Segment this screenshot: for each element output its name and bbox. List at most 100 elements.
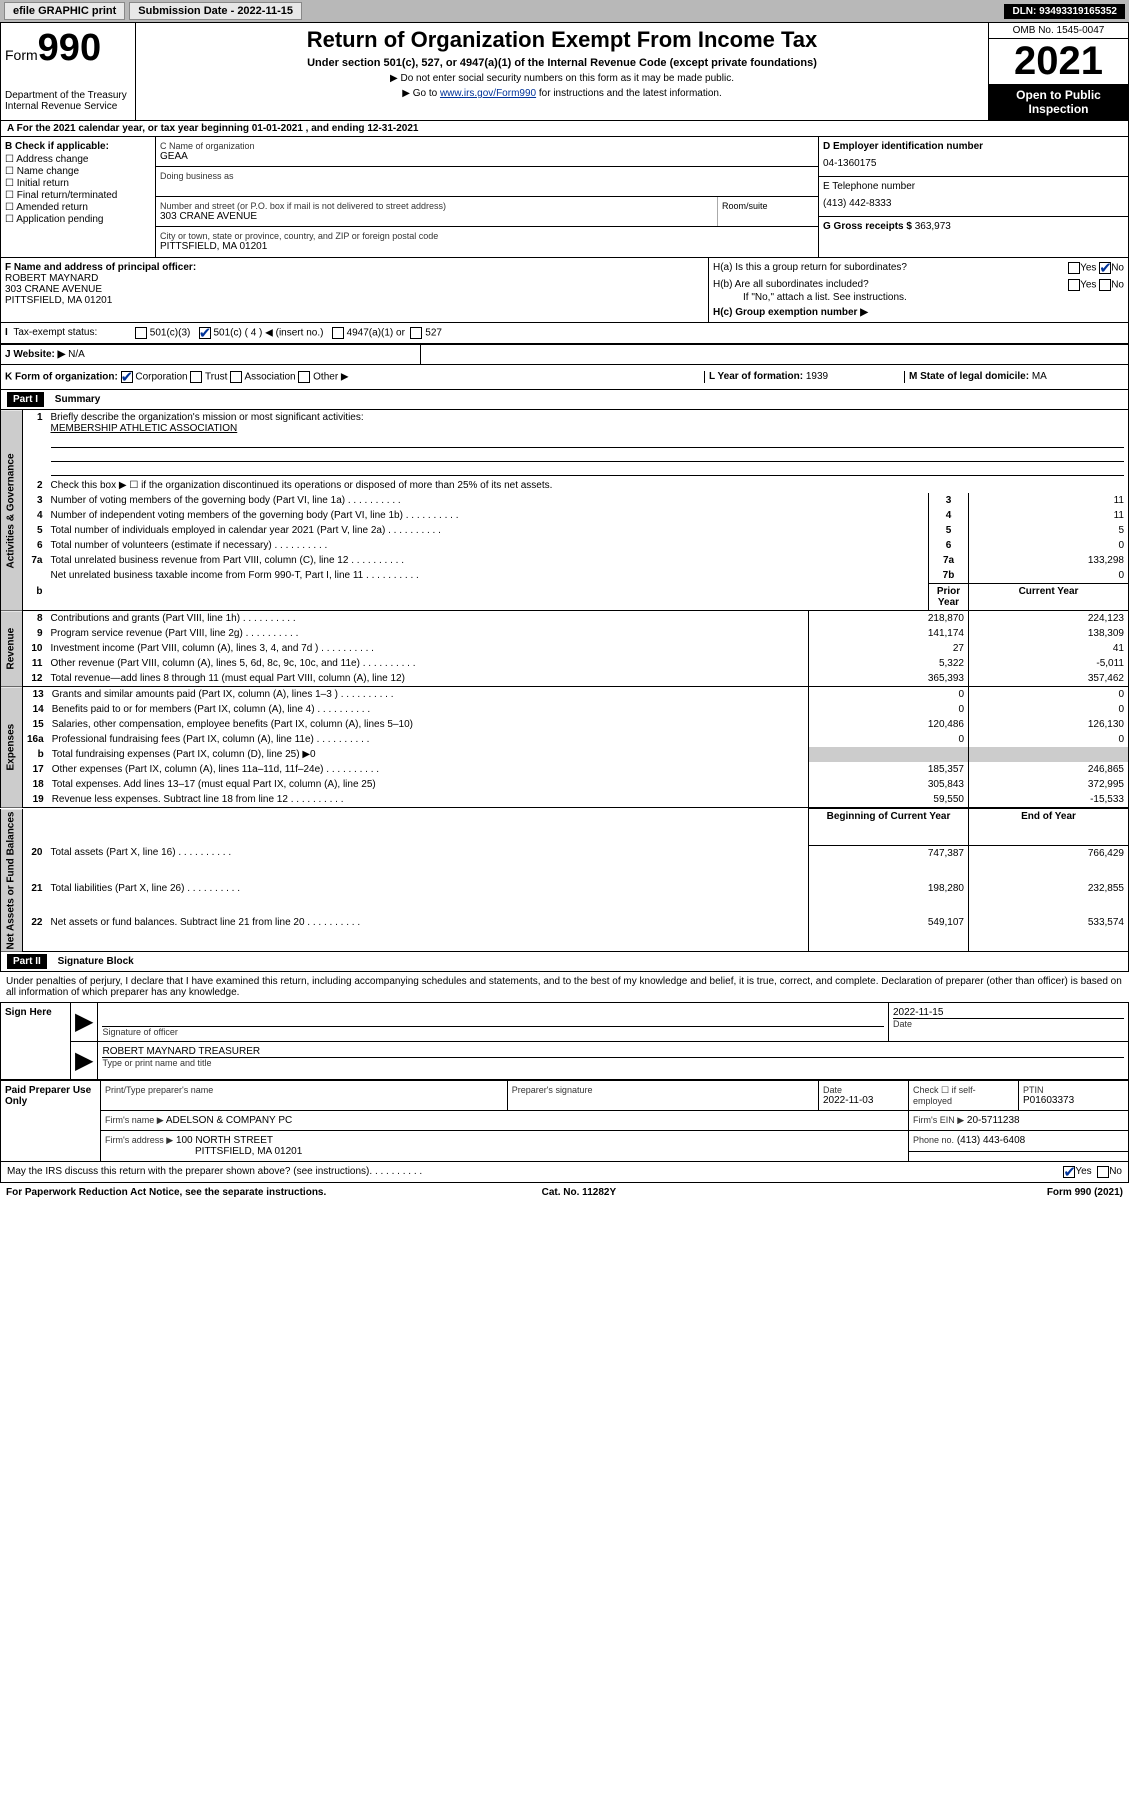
lbl-4947: 4947(a)(1) or bbox=[347, 328, 405, 339]
ck-initial-return[interactable]: ☐ Initial return bbox=[5, 178, 151, 189]
table-row: 12Total revenue—add lines 8 through 11 (… bbox=[1, 671, 1129, 687]
ck-corp[interactable] bbox=[121, 371, 133, 383]
ck-name-change[interactable]: ☐ Name change bbox=[5, 166, 151, 177]
hb-no[interactable] bbox=[1099, 279, 1111, 291]
row-a: A For the 2021 calendar year, or tax yea… bbox=[0, 121, 1129, 137]
arrow-icon: ▶ bbox=[71, 1041, 98, 1079]
ck-501c[interactable] bbox=[199, 327, 211, 339]
part-i-hdr: Part I bbox=[7, 392, 44, 407]
form-note-ssn: ▶ Do not enter social security numbers o… bbox=[140, 73, 984, 84]
city-value: PITTSFIELD, MA 01201 bbox=[160, 241, 814, 252]
hb-yes[interactable] bbox=[1068, 279, 1080, 291]
form-title: Return of Organization Exempt From Incom… bbox=[140, 27, 984, 53]
part-ii-title: Signature Block bbox=[58, 956, 134, 967]
ein-label: D Employer identification number bbox=[823, 141, 983, 152]
lbl-527: 527 bbox=[425, 328, 442, 339]
ck-assoc[interactable] bbox=[230, 371, 242, 383]
form-label: Form990 bbox=[5, 27, 131, 70]
paid-preparer-side: Paid Preparer Use Only bbox=[1, 1080, 101, 1161]
col-d: D Employer identification number 04-1360… bbox=[818, 137, 1128, 257]
no-lbl: No bbox=[1109, 1166, 1122, 1178]
line1-label: Briefly describe the organization's miss… bbox=[51, 412, 364, 423]
part-i-bar: Part I Summary bbox=[0, 390, 1129, 410]
prior-year-hdr: Prior Year bbox=[929, 584, 969, 611]
boy-hdr: Beginning of Current Year bbox=[809, 809, 969, 846]
col-b: B Check if applicable: ☐ Address change … bbox=[1, 137, 156, 257]
ck-4947[interactable] bbox=[332, 327, 344, 339]
ck-amended[interactable]: ☐ Amended return bbox=[5, 202, 151, 213]
ck-527[interactable] bbox=[410, 327, 422, 339]
dba-value bbox=[160, 181, 814, 192]
lbl-501c: 501(c) ( 4 ) ◀ (insert no.) bbox=[213, 328, 323, 339]
ck-trust[interactable] bbox=[190, 371, 202, 383]
submission-date: Submission Date - 2022-11-15 bbox=[129, 2, 302, 20]
table-row: 19Revenue less expenses. Subtract line 1… bbox=[1, 792, 1129, 808]
line1-value: MEMBERSHIP ATHLETIC ASSOCIATION bbox=[51, 423, 238, 434]
line2: Check this box ▶ ☐ if the organization d… bbox=[47, 478, 1129, 493]
yes-lbl: Yes bbox=[1075, 1166, 1091, 1178]
ck-lbl: Name change bbox=[17, 166, 79, 177]
row-j: J Website: ▶ N/A bbox=[0, 345, 1129, 365]
sign-here: Sign Here bbox=[1, 1002, 71, 1079]
firm-ein-label: Firm's EIN ▶ bbox=[913, 1115, 964, 1125]
ha-no[interactable] bbox=[1099, 262, 1111, 274]
table-row: 4Number of independent voting members of… bbox=[1, 508, 1129, 523]
topbar: efile GRAPHIC print Submission Date - 20… bbox=[0, 0, 1129, 22]
firm-name: ADELSON & COMPANY PC bbox=[166, 1115, 292, 1126]
omb-number: OMB No. 1545-0047 bbox=[989, 23, 1128, 39]
dln: DLN: 93493319165352 bbox=[1004, 4, 1125, 19]
discuss-text: May the IRS discuss this return with the… bbox=[7, 1166, 369, 1178]
ck-lbl: Application pending bbox=[16, 214, 103, 225]
tax-status-label: Tax-exempt status: bbox=[13, 327, 97, 338]
firm-addr-label: Firm's address ▶ bbox=[105, 1135, 173, 1145]
part-ii-hdr: Part II bbox=[7, 954, 47, 969]
principal-name: ROBERT MAYNARD bbox=[5, 273, 704, 284]
discuss-row: May the IRS discuss this return with the… bbox=[0, 1162, 1129, 1183]
ck-lbl: Initial return bbox=[17, 178, 69, 189]
table-row: 9Program service revenue (Part VIII, lin… bbox=[1, 626, 1129, 641]
state-domicile: MA bbox=[1032, 371, 1047, 382]
type-name-label: Type or print name and title bbox=[102, 1058, 1124, 1068]
self-employed[interactable]: Check ☐ if self-employed bbox=[913, 1085, 1014, 1106]
open-inspection: Open to Public Inspection bbox=[989, 84, 1128, 120]
expenses-table: Expenses 13Grants and similar amounts pa… bbox=[0, 687, 1129, 808]
form-header: Form990 Department of the Treasury Inter… bbox=[0, 22, 1129, 121]
arrow-icon: ▶ bbox=[71, 1002, 98, 1041]
ein-value: 04-1360175 bbox=[823, 158, 1124, 169]
firm-addr1: 100 NORTH STREET bbox=[176, 1135, 273, 1146]
table-row: Net unrelated business taxable income fr… bbox=[1, 568, 1129, 584]
ck-final-return[interactable]: ☐ Final return/terminated bbox=[5, 190, 151, 201]
current-year-hdr: Current Year bbox=[969, 584, 1129, 611]
table-row: 18Total expenses. Add lines 13–17 (must … bbox=[1, 777, 1129, 792]
addr-label: Number and street (or P.O. box if mail i… bbox=[160, 201, 713, 211]
footer-right: Form 990 (2021) bbox=[1047, 1187, 1123, 1198]
city-label: City or town, state or province, country… bbox=[160, 231, 814, 241]
ck-other[interactable] bbox=[298, 371, 310, 383]
irs-link[interactable]: www.irs.gov/Form990 bbox=[440, 88, 536, 99]
discuss-yes[interactable] bbox=[1063, 1166, 1075, 1178]
goto-prefix: ▶ Go to bbox=[402, 88, 440, 99]
ck-address-change[interactable]: ☐ Address change bbox=[5, 154, 151, 165]
org-name-label: C Name of organization bbox=[160, 141, 814, 151]
discuss-no[interactable] bbox=[1097, 1166, 1109, 1178]
footer: For Paperwork Reduction Act Notice, see … bbox=[0, 1183, 1129, 1202]
form-link-row: ▶ Go to www.irs.gov/Form990 for instruct… bbox=[140, 88, 984, 99]
ck-app-pending[interactable]: ☐ Application pending bbox=[5, 214, 151, 225]
hb-label: H(b) Are all subordinates included? bbox=[713, 279, 869, 290]
row-i: I bbox=[5, 327, 8, 338]
part-ii-bar: Part II Signature Block bbox=[0, 952, 1129, 972]
lbl-501c3: 501(c)(3) bbox=[150, 328, 191, 339]
table-row: 15Salaries, other compensation, employee… bbox=[1, 717, 1129, 732]
table-row: 16aProfessional fundraising fees (Part I… bbox=[1, 732, 1129, 747]
ha-yes[interactable] bbox=[1068, 262, 1080, 274]
table-row: bTotal fundraising expenses (Part IX, co… bbox=[1, 747, 1129, 762]
addr-value: 303 CRANE AVENUE bbox=[160, 211, 713, 222]
form-org-label: K Form of organization: bbox=[5, 372, 118, 383]
efile-btn[interactable]: efile GRAPHIC print bbox=[4, 2, 125, 20]
declaration-text: Under penalties of perjury, I declare th… bbox=[0, 972, 1129, 1002]
sign-table: Sign Here ▶ Signature of officer 2022-11… bbox=[0, 1002, 1129, 1080]
table-row: 5Total number of individuals employed in… bbox=[1, 523, 1129, 538]
org-name: GEAA bbox=[160, 151, 814, 162]
ck-501c3[interactable] bbox=[135, 327, 147, 339]
revenue-table: Revenue 8Contributions and grants (Part … bbox=[0, 611, 1129, 687]
